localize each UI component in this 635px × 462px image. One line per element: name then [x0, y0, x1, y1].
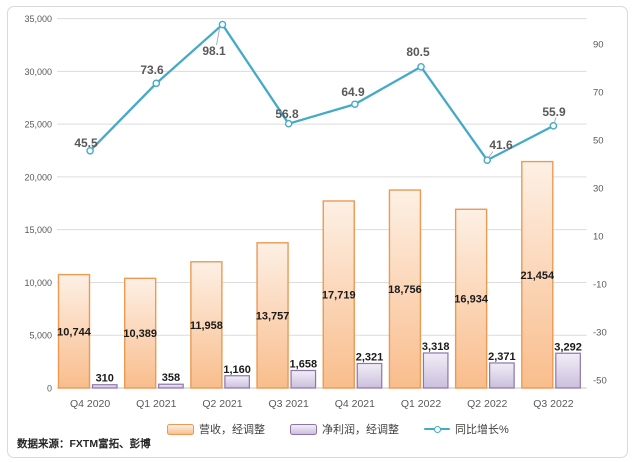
- legend-label-yoy-growth: 同比增长%: [455, 424, 509, 436]
- bar-net-profit: [290, 369, 317, 389]
- bar-revenue: [388, 189, 422, 389]
- bar-revenue-value-label: 11,958: [190, 320, 223, 332]
- left-axis-tick-label: 25,000: [24, 120, 52, 130]
- left-axis-tick-label: 0: [47, 384, 52, 394]
- category-label: Q1 2021: [136, 398, 176, 410]
- left-axis-tick-label: 5,000: [29, 331, 52, 341]
- category-label: Q3 2021: [269, 398, 309, 410]
- axis-labels-layer: 0 5,000 10,000 15,000 20,000 25,000 30,000 35,0…: [24, 14, 606, 410]
- left-axis-tick-label: 10,000: [24, 278, 52, 288]
- legend-item-yoy-growth: 同比增长%: [424, 421, 509, 437]
- yoy-growth-line: [88, 23, 555, 162]
- category-label: Q3 2022: [533, 398, 573, 410]
- bar-revenue-value-label: 21,454: [520, 270, 555, 282]
- legend-label-revenue: 营收，经调整: [199, 424, 265, 436]
- line-marker: [351, 100, 359, 109]
- bar-net-profit-value-label: 1,160: [223, 364, 251, 376]
- label-leader-line: [488, 151, 494, 158]
- label-leader-line: [216, 28, 220, 46]
- growth-line-layer: 45.5 73.6 98.1 56.8 64.9 80.5 41.6 55.9: [74, 20, 566, 164]
- chart-legend: 营收，经调整 净利润，经调整 同比增长%: [167, 421, 509, 437]
- label-leader-line: [554, 117, 557, 123]
- right-axis-tick-label: -50: [593, 376, 607, 387]
- line-marker: [483, 156, 492, 164]
- line-marker: [417, 63, 425, 71]
- legend-label-net-profit: 净利润，经调整: [322, 424, 399, 436]
- category-label: Q2 2021: [202, 398, 242, 410]
- bar-net-profit: [422, 352, 449, 389]
- bar-net-profit: [91, 384, 118, 389]
- bar-revenue: [521, 160, 554, 389]
- bar-revenue-value-label: 10,744: [57, 326, 92, 338]
- line-marker: [152, 79, 161, 88]
- yoy-growth-value-label: 41.6: [489, 138, 513, 152]
- bar-revenue: [190, 261, 223, 389]
- bar-revenue: [57, 273, 91, 389]
- right-axis-tick-label: 70: [593, 88, 604, 99]
- right-axis-tick-label: -10: [593, 280, 607, 291]
- category-label: Q4 2020: [70, 398, 110, 410]
- bar-net-profit-value-label: 3,318: [422, 341, 450, 353]
- bar-revenue: [256, 242, 289, 389]
- yoy-growth-value-label: 80.5: [406, 45, 430, 59]
- bar-revenue: [123, 277, 157, 389]
- bar-net-profit-value-label: 2,371: [488, 351, 516, 363]
- right-axis-tick-label: -30: [593, 328, 607, 339]
- bar-revenue: [454, 208, 488, 389]
- legend-item-net-profit: 净利润，经调整: [290, 421, 399, 437]
- right-axis-tick-label: 10: [593, 232, 604, 243]
- bar-revenue-value-label: 10,389: [123, 328, 157, 340]
- yoy-growth-value-label: 55.9: [542, 105, 566, 119]
- yoy-line-swatch-icon: [424, 425, 450, 433]
- line-marker: [549, 122, 558, 130]
- left-axis-tick-label: 20,000: [24, 172, 52, 182]
- data-source-note: 数据来源：FXTM富拓、彭博: [17, 438, 151, 450]
- yoy-growth-value-label: 56.8: [275, 107, 299, 121]
- bar-net-profit-value-label: 2,321: [356, 352, 384, 364]
- revenue-swatch-icon: [167, 423, 194, 435]
- bar-net-profit-value-label: 358: [162, 372, 180, 384]
- bar-net-profit-value-label: 3,292: [554, 341, 582, 353]
- yoy-growth-value-label: 45.5: [74, 136, 98, 150]
- line-marker: [284, 119, 293, 128]
- yoy-growth-value-label: 64.9: [341, 85, 365, 99]
- bar-revenue-value-label: 18,756: [388, 284, 422, 296]
- bar-net-profit: [489, 362, 515, 389]
- category-label: Q4 2021: [335, 398, 375, 410]
- bar-net-profit: [224, 375, 250, 389]
- bar-net-profit: [555, 352, 581, 389]
- legend-item-revenue: 营收，经调整: [167, 421, 265, 437]
- left-axis-tick-label: 35,000: [24, 14, 52, 24]
- line-marker: [86, 146, 94, 155]
- bar-revenue-value-label: 13,757: [256, 310, 290, 322]
- yoy-growth-value-label: 73.6: [140, 63, 164, 77]
- right-axis-tick-label: 90: [593, 40, 604, 51]
- bar-revenue-value-label: 17,719: [322, 289, 356, 301]
- left-axis-tick-label: 15,000: [24, 225, 52, 235]
- bar-net-profit: [158, 383, 184, 389]
- bar-revenue: [322, 200, 355, 389]
- yoy-growth-value-label: 98.1: [202, 44, 226, 58]
- bar-revenue-value-label: 16,934: [454, 294, 489, 306]
- net-profit-swatch-icon: [290, 423, 317, 435]
- bar-net-profit-value-label: 1,658: [290, 359, 318, 371]
- left-axis-tick-label: 30,000: [24, 67, 52, 77]
- bar-net-profit-value-label: 310: [96, 373, 114, 385]
- right-axis-tick-label: 50: [593, 136, 604, 147]
- yoy-line-marker: [434, 426, 441, 433]
- line-marker: [218, 20, 227, 29]
- bar-net-profit: [356, 362, 383, 389]
- right-axis-tick-label: 30: [593, 184, 604, 195]
- category-label: Q1 2022: [401, 398, 441, 410]
- bars-layer: 10,744 310 10,389 358 11,958 1,160 13,757 1,658…: [57, 160, 582, 389]
- category-label: Q2 2022: [467, 398, 507, 410]
